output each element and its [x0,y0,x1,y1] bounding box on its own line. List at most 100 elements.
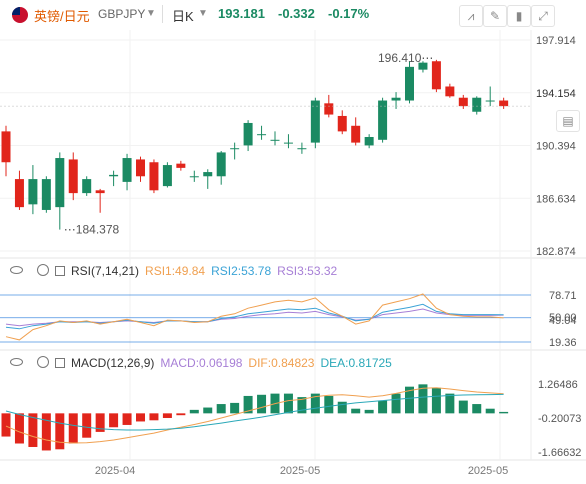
panel-toggle-icon[interactable]: ▤ [556,110,580,132]
rsi-tick-label: 50.00 [549,312,577,324]
macd-histogram-bar [14,413,24,444]
macd-settings-icon[interactable] [37,356,49,368]
draw-tool-icon[interactable]: ✎ [483,5,507,27]
macd-histogram-bar [405,386,414,414]
candle-body [122,158,132,182]
macd-histogram-bar [68,413,78,444]
symbol-name[interactable]: 英镑/日元 [34,9,90,24]
currency-flag-icon [12,7,28,23]
symbol-dropdown-icon[interactable]: ▼ [146,8,156,19]
candle-body [257,134,267,136]
candle-body [243,122,253,146]
macd-histogram-bar [1,413,11,437]
rsi-settings-icon[interactable] [37,264,49,276]
chart-style-icon[interactable]: ⩘ [459,5,483,27]
macd-histogram-bar [472,404,482,414]
macd-histogram-bar [230,402,240,414]
macd-histogram-bar [324,395,334,414]
macd-value: MACD:0.06198 [160,356,243,370]
period-dropdown-icon[interactable]: ▼ [198,8,208,19]
candle-body [458,97,468,107]
candle-body [216,152,226,177]
candle-body [176,163,186,168]
price-tick-label: 182.874 [536,246,576,258]
candle-body [472,97,482,112]
macd-histogram-bar [122,413,132,425]
candle-body [445,86,455,97]
candle-body [364,136,374,146]
fullscreen-icon[interactable]: ⤢ [531,5,555,27]
candle-body [270,139,280,141]
candle-body [378,100,388,140]
candle-body [203,172,213,177]
candle-body [499,100,509,107]
rsi-checkbox[interactable] [55,266,65,276]
macd-histogram-bar [55,413,65,450]
symbol-code[interactable]: GBPJPY [98,7,146,21]
rsi3-value: RSI3:53.32 [277,264,338,278]
candle-body [283,142,293,144]
macd-histogram-bar [136,413,145,422]
macd-histogram-bar [431,387,441,414]
macd-histogram-bar [162,413,172,418]
candle-body [431,61,441,90]
last-price: 193.181 [218,6,265,21]
macd-title: MACD(12,26,9) [71,356,155,370]
macd-histogram-bar [337,401,347,414]
price-change-pct: -0.17% [328,6,370,21]
macd-histogram-bar [41,413,51,451]
candle-body [297,148,307,150]
candle-body [1,131,11,163]
macd-tick-label: -1.66632 [538,447,581,459]
candle-body [28,179,38,205]
macd-histogram-bar [189,409,199,414]
macd-histogram-bar [257,394,267,414]
macd-checkbox[interactable] [55,358,65,368]
macd-histogram-bar [485,408,495,414]
candle-body [55,158,65,208]
candle-body [485,100,495,102]
macd-histogram-bar [283,393,293,414]
rsi-visibility-icon[interactable] [10,266,23,274]
candle-body [95,190,105,194]
rsi2-value: RSI2:53.78 [211,264,272,278]
rsi-legend: RSI(7,14,21) RSI1:49.84 RSI2:53.78 RSI3:53.… [10,264,343,278]
candle-body [41,179,51,210]
price-change: -0.332 [278,6,315,21]
macd-tick-label: -0.20073 [538,413,581,425]
macd-legend: MACD(12,26,9) MACD:0.06198 DIF:0.84823 DEA:… [10,356,398,370]
macd-histogram-bar [364,409,374,414]
macd-histogram-bar [378,400,388,414]
candle-body [310,100,320,143]
macd-histogram-bar [418,384,428,414]
candle-body [109,174,119,177]
rsi1-value: RSI1:49.84 [145,264,206,278]
macd-histogram-bar [351,408,361,414]
dea-value: DEA:0.81725 [320,356,392,370]
candle-body [82,179,92,194]
macd-histogram-bar [28,413,38,447]
high-price-annotation: 196.410⋯ [378,51,433,65]
macd-histogram-bar [297,397,307,414]
macd-histogram-bar [445,393,455,414]
rsi2-line [5,303,504,330]
candle-type-icon[interactable]: ▮ [507,5,531,27]
macd-histogram-bar [216,404,226,414]
period-select[interactable]: 日K [172,9,194,24]
candle-body [324,103,334,115]
macd-histogram-bar [243,395,253,414]
divider [162,5,163,23]
macd-histogram-bar [82,413,92,438]
macd-histogram-bar [95,413,105,432]
candle-body [418,62,428,70]
price-tick-label: 194.154 [536,88,576,100]
price-tick-label: 197.914 [536,35,576,47]
rsi-tick-label: 49.04 [549,315,577,327]
x-axis-date-label: 2025-05 [280,465,320,477]
macd-tick-label: 1.26486 [538,379,578,391]
price-tick-label: 186.634 [536,193,576,205]
candle-body [405,66,414,101]
candle-body [68,159,78,194]
macd-histogram-bar [176,413,186,416]
macd-visibility-icon[interactable] [10,358,23,366]
